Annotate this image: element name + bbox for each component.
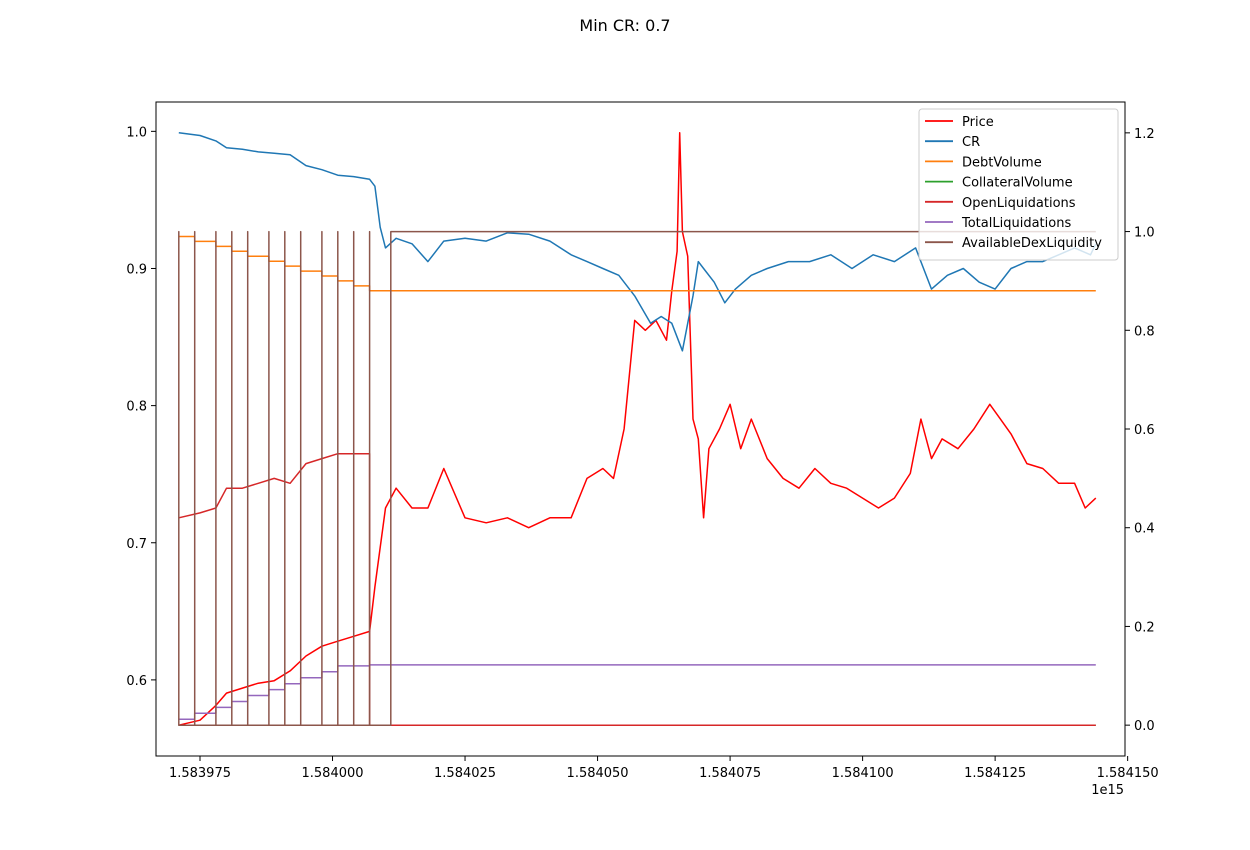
x-tick-label: 1.584000 (302, 766, 364, 781)
series-layer (178, 131, 1097, 726)
axes-layer: 1.583975 1.584000 1.584025 1.584050 1.584075… (126, 125, 1158, 781)
chart-title: Min CR: 0.7 (579, 16, 670, 35)
y-right-tick-label: 0.2 (1134, 620, 1155, 635)
series-line-totalliquidations (178, 664, 1096, 720)
x-tick-label: 1.584025 (434, 766, 496, 781)
y-right-tick-label: 0.0 (1134, 719, 1155, 734)
x-offset-label: 1e15 (1091, 783, 1124, 798)
legend-box (918, 108, 1119, 261)
legend-label-openliquidations: OpenLiquidations (962, 196, 1076, 211)
legend-label-price: Price (962, 115, 994, 130)
y-right-tick-label: 0.6 (1134, 423, 1155, 438)
series-line-price (178, 132, 1097, 726)
y-left-tick-label: 0.7 (126, 537, 147, 552)
series-line-openliquidations (178, 452, 1096, 726)
x-tick-label: 1.583975 (169, 766, 231, 781)
y-left-tick-label: 0.9 (126, 262, 147, 277)
x-tick-label: 1.584075 (699, 766, 761, 781)
x-tick-label: 1.584100 (832, 766, 894, 781)
x-tick-label: 1.584050 (567, 766, 629, 781)
legend-label-totalliquidations: TotalLiquidations (961, 216, 1071, 231)
legend-label-collateralvolume: CollateralVolume (962, 176, 1073, 191)
y-right-tick-label: 0.8 (1134, 324, 1155, 339)
legend-label-availabledexliquidity: AvailableDexLiquidity (962, 236, 1102, 251)
y-left-tick-label: 0.8 (126, 400, 147, 415)
x-tick-label: 1.584150 (1097, 766, 1159, 781)
legend-label-debtvolume: DebtVolume (962, 155, 1042, 170)
y-right-tick-label: 1.0 (1134, 226, 1155, 241)
x-tick-label: 1.584125 (964, 766, 1026, 781)
series-line-availabledexliquidity (178, 230, 1096, 726)
y-left-tick-label: 1.0 (126, 125, 147, 140)
y-left-tick-label: 0.6 (126, 674, 147, 689)
series-line-cr (178, 131, 1097, 352)
legend-label-cr: CR (962, 135, 980, 150)
y-right-tick-label: 1.2 (1134, 127, 1155, 142)
legend: Price CR DebtVolume CollateralVolume OpenLiq… (918, 108, 1119, 261)
y-right-tick-label: 0.4 (1134, 522, 1155, 537)
